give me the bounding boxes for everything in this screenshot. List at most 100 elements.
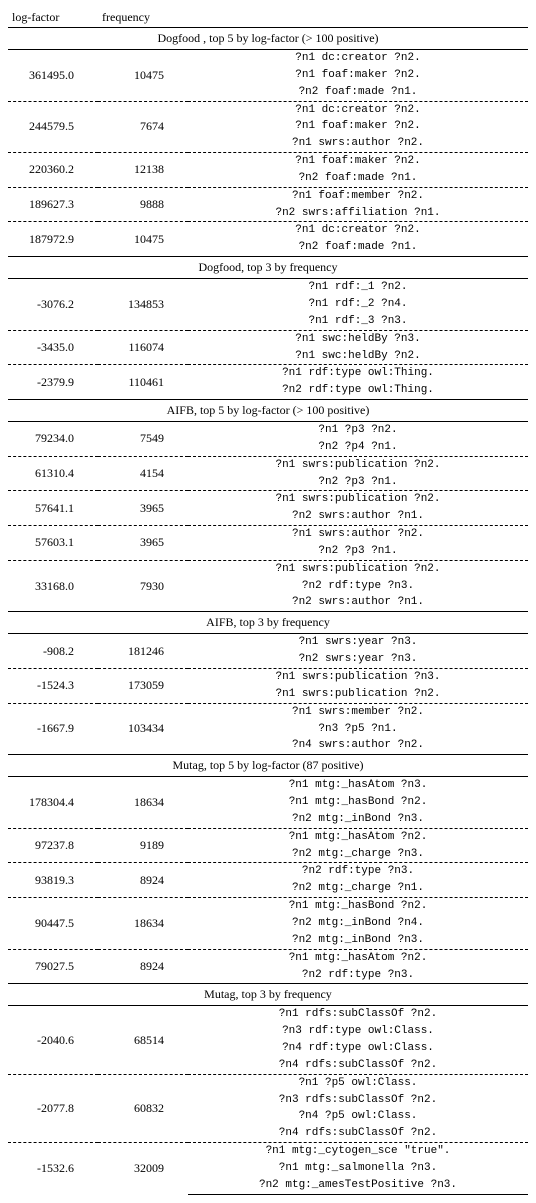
table-row: -1532.632009?n1 mtg:_cytogen_sce "true".	[8, 1143, 528, 1160]
pattern-cell: ?n1 rdf:_3 ?n3.	[188, 313, 528, 330]
log-factor-cell: -1532.6	[8, 1143, 98, 1195]
pattern-cell: ?n1 mtg:_cytogen_sce "true".	[188, 1143, 528, 1160]
log-factor-cell: 189627.3	[8, 187, 98, 222]
pattern-cell: ?n1 ?p3 ?n2.	[188, 422, 528, 439]
frequency-cell: 12138	[98, 153, 188, 188]
pattern-cell: ?n4 swrs:author ?n2.	[188, 737, 528, 754]
pattern-cell: ?n1 mtg:_hasAtom ?n3.	[188, 777, 528, 794]
log-factor-cell: 93819.3	[8, 863, 98, 898]
table-row: -1667.9103434?n1 swrs:member ?n2.	[8, 703, 528, 720]
table-row: 93819.38924?n2 rdf:type ?n3.	[8, 863, 528, 880]
table-row: 361495.010475?n1 dc:creator ?n2.	[8, 50, 528, 67]
pattern-cell: ?n1 swc:heldBy ?n2.	[188, 348, 528, 365]
table-row: 178304.418634?n1 mtg:_hasAtom ?n3.	[8, 777, 528, 794]
pattern-cell: ?n3 rdfs:subClassOf ?n2.	[188, 1092, 528, 1109]
log-factor-cell: 57641.1	[8, 491, 98, 526]
pattern-cell: ?n1 swrs:author ?n2.	[188, 135, 528, 152]
log-factor-cell: 57603.1	[8, 526, 98, 561]
pattern-cell: ?n1 mtg:_salmonella ?n3.	[188, 1160, 528, 1177]
pattern-cell: ?n2 swrs:year ?n3.	[188, 651, 528, 668]
table-row: -908.2181246?n1 swrs:year ?n3.	[8, 634, 528, 651]
table-row: -2040.668514?n1 rdfs:subClassOf ?n2.	[8, 1006, 528, 1023]
section-header: Mutag, top 3 by frequency	[8, 984, 528, 1006]
pattern-cell: ?n2 rdf:type ?n3.	[188, 578, 528, 595]
pattern-cell: ?n1 swrs:publication ?n2.	[188, 686, 528, 703]
section-header: AIFB, top 3 by frequency	[8, 612, 528, 634]
frequency-cell: 181246	[98, 634, 188, 669]
frequency-cell: 7674	[98, 101, 188, 153]
log-factor-cell: 178304.4	[8, 777, 98, 829]
table-row: -1524.3173059?n1 swrs:publication ?n3.	[8, 669, 528, 686]
pattern-cell: ?n2 mtg:_inBond ?n3.	[188, 811, 528, 828]
log-factor-cell: 79234.0	[8, 422, 98, 457]
section-header: Dogfood , top 5 by log-factor (> 100 pos…	[8, 28, 528, 50]
log-factor-cell: -908.2	[8, 634, 98, 669]
frequency-cell: 7549	[98, 422, 188, 457]
pattern-cell: ?n4 rdf:type owl:Class.	[188, 1040, 528, 1057]
frequency-cell: 8924	[98, 863, 188, 898]
pattern-cell: ?n1 rdf:_1 ?n2.	[188, 279, 528, 296]
pattern-cell: ?n1 swrs:author ?n2.	[188, 526, 528, 543]
table-row: -2379.9110461?n1 rdf:type owl:Thing.	[8, 365, 528, 382]
log-factor-cell: -2379.9	[8, 365, 98, 400]
log-factor-cell: -2040.6	[8, 1006, 98, 1074]
log-factor-cell: -2077.8	[8, 1074, 98, 1142]
pattern-cell: ?n1 mtg:_hasAtom ?n2.	[188, 828, 528, 845]
pattern-cell: ?n1 swc:heldBy ?n3.	[188, 330, 528, 347]
pattern-cell: ?n1 swrs:year ?n3.	[188, 634, 528, 651]
log-factor-cell: -3076.2	[8, 279, 98, 331]
section-title: AIFB, top 3 by frequency	[8, 612, 528, 634]
pattern-cell: ?n4 rdfs:subClassOf ?n2.	[188, 1057, 528, 1074]
header-log-factor: log-factor	[8, 8, 98, 28]
header-frequency: frequency	[98, 8, 188, 28]
frequency-cell: 3965	[98, 526, 188, 561]
pattern-cell: ?n2 rdf:type ?n3.	[188, 967, 528, 984]
pattern-cell: ?n1 foaf:maker ?n2.	[188, 118, 528, 135]
pattern-cell: ?n3 rdf:type owl:Class.	[188, 1023, 528, 1040]
table-row: 57603.13965?n1 swrs:author ?n2.	[8, 526, 528, 543]
table-row: 90447.518634?n1 mtg:_hasBond ?n2.	[8, 898, 528, 915]
frequency-cell: 18634	[98, 898, 188, 950]
pattern-cell: ?n1 rdf:_2 ?n4.	[188, 296, 528, 313]
pattern-cell: ?n1 dc:creator ?n2.	[188, 50, 528, 67]
pattern-cell: ?n2 mtg:_charge ?n1.	[188, 880, 528, 897]
pattern-cell: ?n1 rdf:type owl:Thing.	[188, 365, 528, 382]
log-factor-cell: -1524.3	[8, 669, 98, 704]
frequency-cell: 10475	[98, 222, 188, 257]
frequency-cell: 116074	[98, 330, 188, 365]
pattern-cell: ?n2 ?p3 ?n1.	[188, 474, 528, 491]
frequency-cell: 4154	[98, 456, 188, 491]
log-factor-cell: 361495.0	[8, 50, 98, 102]
log-factor-cell: -3435.0	[8, 330, 98, 365]
section-header: Dogfood, top 3 by frequency	[8, 257, 528, 279]
pattern-cell: ?n2 ?p4 ?n1.	[188, 439, 528, 456]
frequency-cell: 103434	[98, 703, 188, 755]
pattern-cell: ?n2 mtg:_inBond ?n3.	[188, 932, 528, 949]
pattern-cell: ?n2 foaf:made ?n1.	[188, 239, 528, 256]
table-row: -2077.860832?n1 ?p5 owl:Class.	[8, 1074, 528, 1091]
log-factor-cell: 244579.5	[8, 101, 98, 153]
log-factor-cell: 187972.9	[8, 222, 98, 257]
frequency-cell: 9888	[98, 187, 188, 222]
table-row: 187972.910475?n1 dc:creator ?n2.	[8, 222, 528, 239]
pattern-cell: ?n2 swrs:affiliation ?n1.	[188, 205, 528, 222]
table-row: 79027.58924?n1 mtg:_hasAtom ?n2.	[8, 949, 528, 966]
results-table: log-factor frequency Dogfood , top 5 by …	[8, 8, 528, 1195]
pattern-cell: ?n1 foaf:maker ?n2.	[188, 67, 528, 84]
pattern-cell: ?n2 swrs:author ?n1.	[188, 508, 528, 525]
pattern-cell: ?n2 ?p3 ?n1.	[188, 543, 528, 560]
pattern-cell: ?n2 rdf:type ?n3.	[188, 863, 528, 880]
pattern-cell: ?n1 mtg:_hasBond ?n2.	[188, 898, 528, 915]
pattern-cell: ?n3 ?p5 ?n1.	[188, 721, 528, 738]
table-row: 244579.57674?n1 dc:creator ?n2.	[8, 101, 528, 118]
pattern-cell: ?n1 dc:creator ?n2.	[188, 101, 528, 118]
pattern-cell: ?n1 swrs:publication ?n3.	[188, 669, 528, 686]
table-row: -3076.2134853?n1 rdf:_1 ?n2.	[8, 279, 528, 296]
section-header: AIFB, top 5 by log-factor (> 100 positiv…	[8, 400, 528, 422]
section-title: AIFB, top 5 by log-factor (> 100 positiv…	[8, 400, 528, 422]
frequency-cell: 110461	[98, 365, 188, 400]
table-row: 57641.13965?n1 swrs:publication ?n2.	[8, 491, 528, 508]
section-title: Dogfood , top 5 by log-factor (> 100 pos…	[8, 28, 528, 50]
pattern-cell: ?n4 ?p5 owl:Class.	[188, 1108, 528, 1125]
pattern-cell: ?n2 mtg:_amesTestPositive ?n3.	[188, 1177, 528, 1194]
